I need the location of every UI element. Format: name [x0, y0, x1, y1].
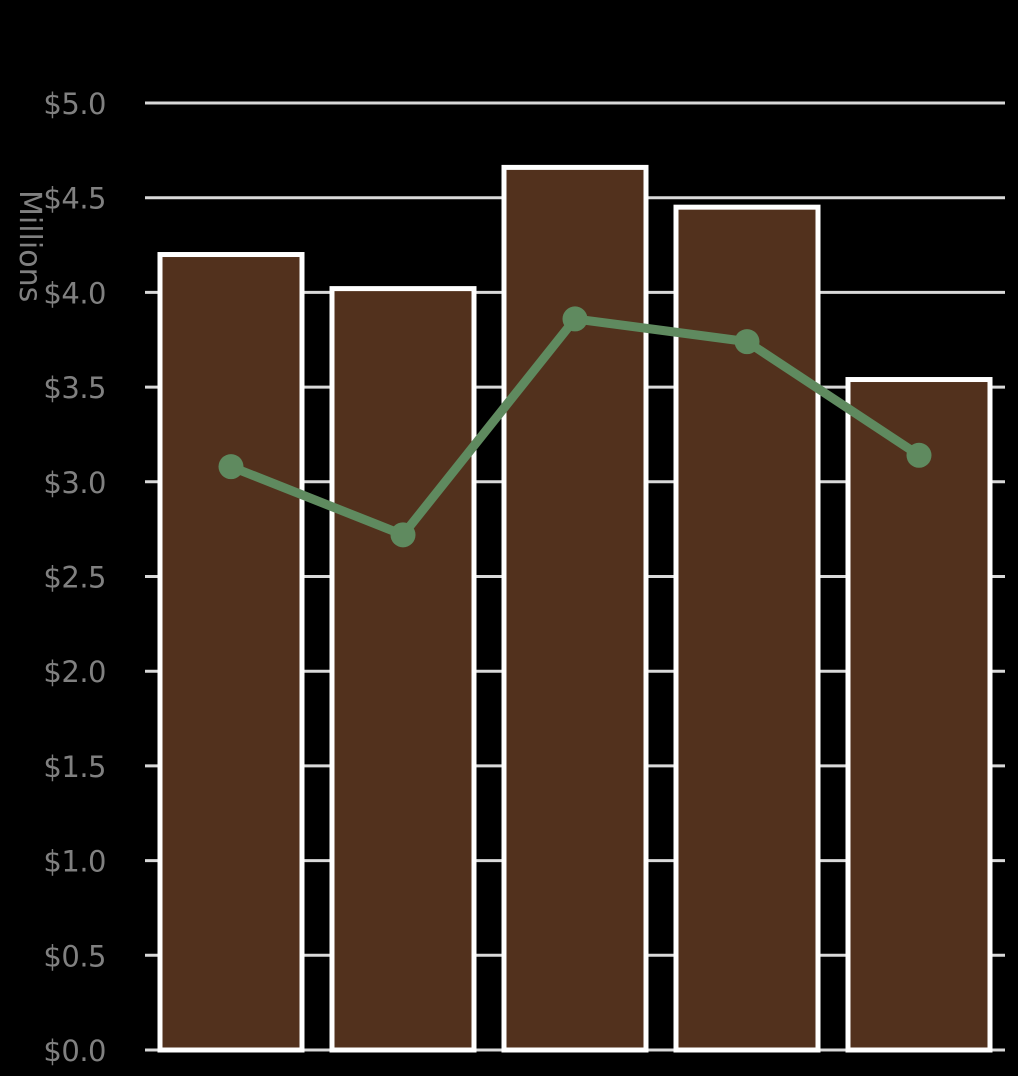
y-tick-label: $1.5: [43, 750, 106, 784]
bar-series: [157, 164, 993, 1053]
bar: [501, 164, 649, 1053]
y-axis-tick-labels: $0.0 $0.5 $1.0 $1.5 $2.0 $2.5 $3.0 $3.5 $4.0 $4.5…: [43, 87, 106, 1068]
bar: [845, 377, 993, 1053]
bar: [157, 252, 305, 1053]
y-tick-label: $1.0: [43, 845, 106, 879]
line-point: [562, 306, 588, 332]
line-series: [218, 306, 932, 548]
y-tick-label: $2.0: [43, 655, 106, 689]
y-tick-label: $4.0: [43, 276, 106, 310]
y-tick-label: $3.0: [43, 466, 106, 500]
y-tick-label: $2.5: [43, 561, 106, 595]
y-tick-label: $4.5: [43, 182, 106, 216]
y-tick-label: $5.0: [43, 87, 106, 121]
y-tick-label: $3.5: [43, 371, 106, 405]
y-tick-label: $0.0: [43, 1034, 106, 1068]
line-point: [390, 522, 416, 548]
bar: [329, 286, 477, 1053]
line-point: [218, 454, 244, 480]
y-tick-label: $0.5: [43, 939, 106, 973]
line-point: [906, 442, 932, 468]
y-axis-title: Millions: [12, 190, 47, 302]
line-point: [734, 329, 760, 355]
